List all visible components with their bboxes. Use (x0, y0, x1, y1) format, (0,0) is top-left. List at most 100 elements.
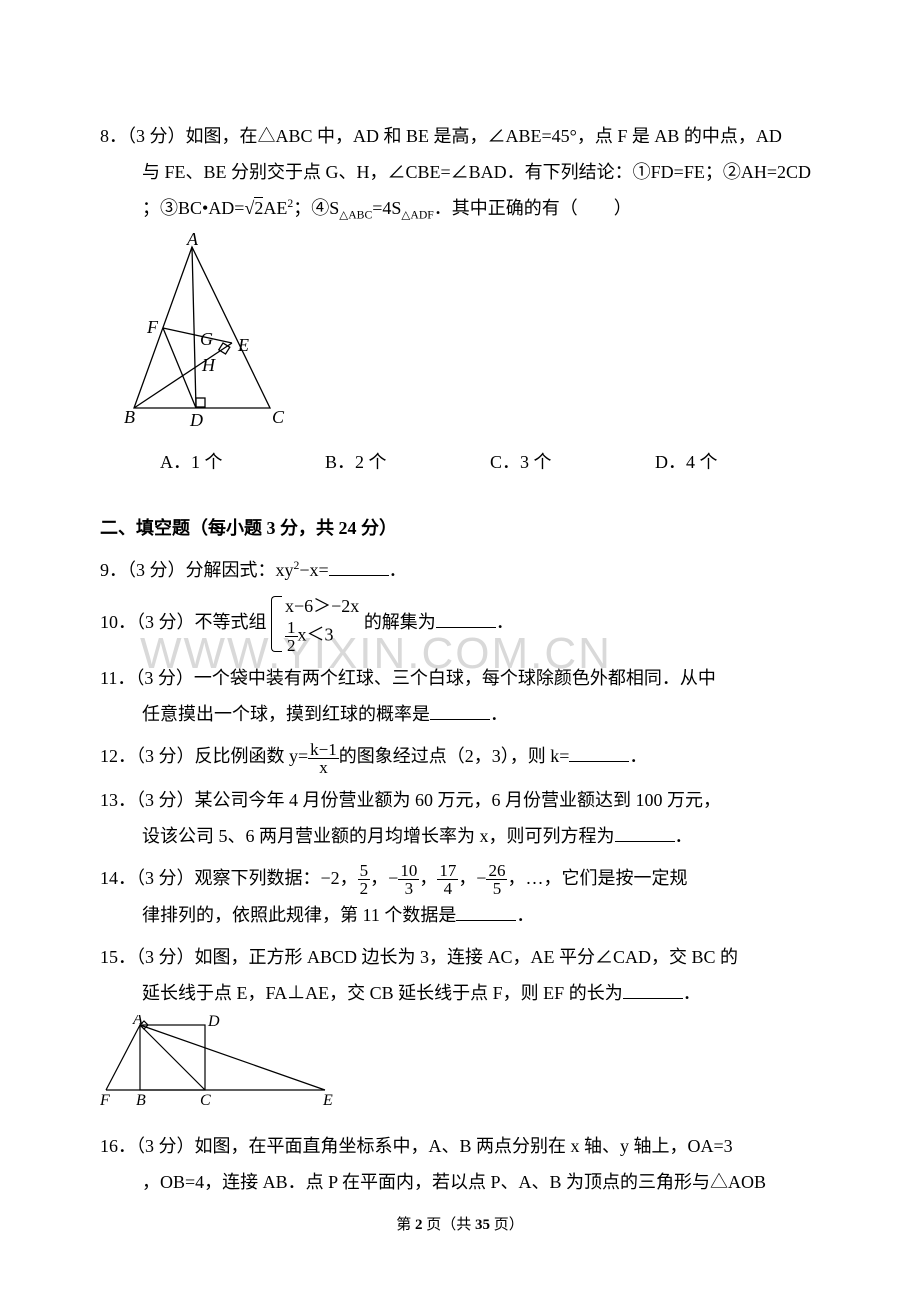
q11-line2: 任意摸出一个球，摸到红球的概率是 (142, 704, 430, 724)
q8-l3c: ；④S (293, 198, 339, 218)
q8-opt-a: A．1 个 (160, 444, 325, 480)
q12-blank (569, 743, 629, 762)
q14-text-b: ，…，它们是按一定规 (507, 868, 687, 888)
q8-l3e: ．其中正确的有（ ） (434, 198, 632, 218)
q11-line1: 一个袋中装有两个红球、三个白球，每个球除颜色外都相同．从中 (194, 668, 716, 688)
q9-blank (329, 557, 389, 576)
svg-text:F: F (146, 317, 159, 337)
q8-points: （3 分） (127, 126, 186, 146)
svg-text:H: H (201, 355, 216, 375)
q12-frac: k−1x (308, 741, 339, 776)
q10-end: ． (496, 612, 514, 632)
q14-f1: 52 (358, 862, 371, 897)
q11-blank (430, 701, 490, 720)
q14-end: ． (516, 905, 534, 925)
question-11: 11．（3 分）一个袋中装有两个红球、三个白球，每个球除颜色外都相同．从中 任意… (100, 660, 820, 732)
sqrt-icon: √ (244, 198, 254, 218)
svg-text:B: B (124, 407, 135, 427)
q13-number: 13． (100, 790, 136, 810)
q10-sys-bot: x＜3 (298, 625, 334, 645)
q8-line2: 与 FE、BE 分别交于点 G、H，∠CBE=∠BAD．有下列结论：①FD=FE… (142, 162, 811, 182)
q14-s3: ，− (458, 868, 486, 888)
q12-points: （3 分） (136, 746, 195, 766)
q14-line2: 律排列的，依照此规律，第 11 个数据是 (142, 905, 456, 925)
q9-points: （3 分） (127, 560, 186, 580)
q8-opt-d: D．4 个 (655, 444, 820, 480)
q14-text-a: 观察下列数据：−2， (195, 868, 358, 888)
q8-line1: 如图，在△ABC 中，AD 和 BE 是高，∠ABE=45°，点 F 是 AB … (186, 126, 782, 146)
page-footer: 第 2 页（共 35 页） (0, 1210, 920, 1240)
q10-text-b: 的解集为 (364, 612, 436, 632)
q14-s2: ， (419, 868, 437, 888)
q10-frac: 12 (285, 619, 298, 654)
q14-s1: ，− (370, 868, 398, 888)
q16-points: （3 分） (136, 1136, 195, 1156)
q8-sub2: △ADF (401, 209, 433, 222)
q8-l3d: =4S (372, 198, 401, 218)
question-13: 13．（3 分）某公司今年 4 月份营业额为 60 万元，6 月份营业额达到 1… (100, 782, 820, 854)
q9-text-b: −x= (299, 560, 328, 580)
q13-blank (615, 823, 675, 842)
svg-text:C: C (200, 1092, 211, 1109)
q16-line1: 如图，在平面直角坐标系中，A、B 两点分别在 x 轴、y 轴上，OA=3 (195, 1136, 733, 1156)
q8-number: 8． (100, 126, 127, 146)
svg-text:D: D (207, 1015, 220, 1030)
svg-text:B: B (136, 1092, 146, 1109)
q8-l3a: ；③BC•AD= (142, 198, 244, 218)
q13-line2: 设该公司 5、6 两月营业额的月均增长率为 x，则可列方程为 (142, 826, 615, 846)
q8-sub1: △ABC (339, 209, 372, 222)
q9-end: ． (389, 560, 407, 580)
q12-number: 12． (100, 746, 136, 766)
svg-text:F: F (100, 1092, 110, 1109)
svg-text:C: C (272, 407, 285, 427)
q15-line1: 如图，正方形 ABCD 边长为 3，连接 AC，AE 平分∠CAD，交 BC 的 (195, 947, 739, 967)
q9-number: 9． (100, 560, 127, 580)
svg-text:G: G (200, 329, 213, 349)
q16-number: 16． (100, 1136, 136, 1156)
q16-line2: ，OB=4，连接 AB．点 P 在平面内，若以点 P、A、B 为顶点的三角形与△… (142, 1172, 766, 1192)
q15-end: ． (683, 983, 701, 1003)
svg-text:E: E (322, 1092, 333, 1109)
q14-number: 14． (100, 868, 136, 888)
q10-points: （3 分） (136, 612, 195, 632)
q11-number: 11． (100, 668, 135, 688)
q10-text-a: 不等式组 (195, 612, 267, 632)
q8-figure: A F G H E B D C (122, 233, 820, 440)
q8-l3b: AE (263, 198, 287, 218)
q15-points: （3 分） (136, 947, 195, 967)
footer-c: 页（共 (422, 1217, 475, 1233)
q13-points: （3 分） (136, 790, 195, 810)
q9-text-a: 分解因式：xy (186, 560, 294, 580)
q14-f2: 103 (398, 862, 419, 897)
q15-blank (623, 980, 683, 999)
q11-end: ． (490, 704, 508, 724)
q10-sys-top: x−6＞−2x (285, 594, 359, 619)
svg-text:E: E (237, 335, 249, 355)
footer-d: 35 (475, 1217, 490, 1233)
q15-line2: 延长线于点 E，FA⊥AE，交 CB 延长线于点 F，则 EF 的长为 (142, 983, 623, 1003)
q8-opt-b: B．2 个 (325, 444, 490, 480)
footer-e: 页） (490, 1217, 524, 1233)
question-14: 14．（3 分）观察下列数据：−2，52，−103，174，−265，…，它们是… (100, 860, 820, 933)
question-15: 15．（3 分）如图，正方形 ABCD 边长为 3，连接 AC，AE 平分∠CA… (100, 939, 820, 1122)
q12-text-a: 反比例函数 y= (195, 746, 309, 766)
q8-options: A．1 个 B．2 个 C．3 个 D．4 个 (100, 444, 820, 480)
q12-end: ． (629, 746, 647, 766)
q14-blank (456, 902, 516, 921)
q10-number: 10． (100, 612, 136, 632)
q15-number: 15． (100, 947, 136, 967)
q13-end: ． (675, 826, 693, 846)
q14-points: （3 分） (136, 868, 195, 888)
q8-opt-c: C．3 个 (490, 444, 655, 480)
q10-system: x−6＞−2x 12x＜3 (271, 594, 359, 654)
question-16: 16．（3 分）如图，在平面直角坐标系中，A、B 两点分别在 x 轴、y 轴上，… (100, 1128, 820, 1200)
question-12: 12．（3 分）反比例函数 y=k−1x的图象经过点（2，3），则 k=． (100, 738, 820, 775)
q14-f3: 174 (437, 862, 458, 897)
svg-text:D: D (189, 410, 203, 428)
footer-a: 第 (396, 1217, 415, 1233)
q8-sqrt: 2 (254, 197, 263, 218)
svg-text:A: A (132, 1015, 143, 1028)
svg-text:A: A (186, 233, 199, 249)
q14-f4: 265 (486, 862, 507, 897)
question-9: 9．（3 分）分解因式：xy2−x=． (100, 552, 820, 588)
